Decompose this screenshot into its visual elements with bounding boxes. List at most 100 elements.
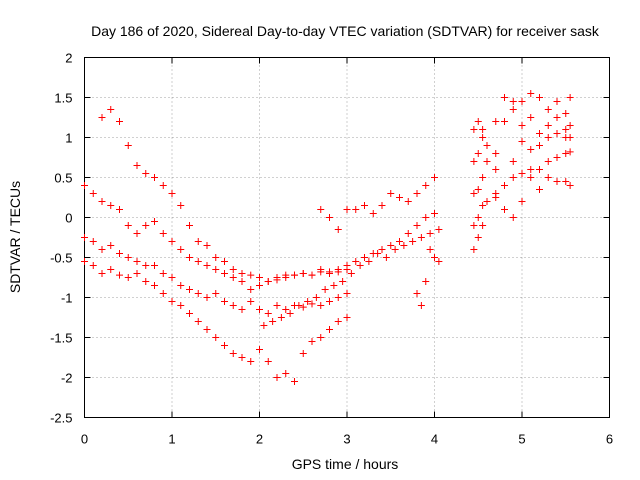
- data-point: [203, 242, 211, 249]
- data-point: [501, 182, 508, 189]
- data-point: [308, 300, 316, 308]
- data-point: [81, 182, 88, 189]
- data-point: [544, 158, 552, 165]
- data-point: [356, 262, 364, 269]
- data-point: [194, 258, 202, 265]
- data-point: [509, 158, 517, 165]
- data-point: [413, 190, 421, 197]
- data-point: [116, 118, 123, 125]
- data-point: [474, 214, 482, 221]
- data-point: [229, 274, 237, 281]
- data-point: [562, 150, 570, 157]
- data-point: [229, 266, 237, 273]
- data-point: [321, 286, 329, 293]
- data-point: [431, 210, 438, 217]
- y-tick-label: 1.5: [54, 91, 72, 106]
- data-point: [470, 190, 478, 197]
- data-point: [133, 258, 141, 265]
- data-point: [317, 206, 325, 213]
- data-point: [177, 302, 185, 309]
- y-tick-label: -0.5: [50, 251, 72, 266]
- x-tick-label: 6: [606, 432, 613, 447]
- data-point: [518, 122, 526, 129]
- data-point: [527, 146, 535, 153]
- data-point: [474, 118, 482, 125]
- data-point: [133, 270, 141, 277]
- data-point: [203, 326, 211, 333]
- data-point: [168, 274, 176, 281]
- x-tick-label: 4: [431, 432, 438, 447]
- data-point: [509, 106, 517, 113]
- data-point: [212, 266, 220, 273]
- data-point: [422, 278, 430, 285]
- data-point: [365, 258, 373, 265]
- data-point: [527, 90, 535, 97]
- data-point: [256, 274, 263, 281]
- data-point: [107, 242, 115, 249]
- data-point: [291, 271, 298, 279]
- data-point: [282, 306, 290, 313]
- data-point: [229, 350, 237, 357]
- data-point: [426, 230, 434, 237]
- data-point: [518, 198, 526, 205]
- data-point: [304, 298, 312, 305]
- data-point: [347, 270, 355, 277]
- data-point: [124, 222, 132, 229]
- data-point: [501, 118, 508, 125]
- series-track-6: [260, 226, 443, 329]
- data-point: [238, 306, 246, 313]
- data-point: [116, 271, 123, 279]
- data-point: [431, 174, 438, 181]
- data-point: [247, 298, 255, 305]
- series-track-5: [317, 174, 438, 233]
- data-point: [518, 98, 526, 105]
- data-point: [343, 266, 351, 273]
- data-point: [343, 206, 351, 213]
- series-track-1: [98, 106, 438, 293]
- data-point: [186, 310, 193, 317]
- data-point: [159, 290, 167, 297]
- data-point: [518, 138, 526, 145]
- y-tick-label: 2: [65, 51, 72, 66]
- data-point: [89, 238, 97, 245]
- data-point: [413, 290, 421, 297]
- data-point: [98, 198, 106, 205]
- data-point: [107, 202, 115, 209]
- data-point: [396, 194, 403, 201]
- data-point: [417, 234, 425, 241]
- data-point: [536, 130, 543, 137]
- data-point: [334, 294, 342, 301]
- data-point: [483, 158, 491, 165]
- data-point: [229, 302, 237, 309]
- data-point: [308, 338, 316, 345]
- data-point: [186, 222, 193, 229]
- y-tick-label: -2.5: [50, 411, 72, 426]
- data-point: [492, 194, 500, 201]
- data-point: [527, 174, 535, 181]
- data-point: [326, 326, 333, 333]
- data-point: [159, 230, 167, 237]
- y-tick-label: -1.5: [50, 331, 72, 346]
- data-point: [247, 286, 255, 293]
- x-tick-label: 3: [343, 432, 350, 447]
- data-point: [221, 270, 228, 277]
- data-point: [212, 290, 220, 297]
- data-point: [326, 270, 333, 277]
- data-point: [221, 342, 228, 349]
- data-point: [417, 302, 425, 309]
- y-tick-label: 0: [65, 211, 72, 226]
- data-point: [308, 271, 316, 279]
- data-point: [431, 254, 438, 261]
- data-point: [479, 174, 487, 181]
- series-track-9: [470, 106, 574, 165]
- data-point: [151, 218, 158, 225]
- data-point: [256, 306, 263, 313]
- data-point: [387, 190, 395, 197]
- data-point: [151, 262, 158, 269]
- data-point: [326, 298, 333, 305]
- grid: [84, 57, 610, 418]
- data-point: [282, 274, 290, 281]
- data-point: [186, 254, 193, 261]
- data-point: [479, 222, 487, 229]
- data-point: [107, 106, 115, 113]
